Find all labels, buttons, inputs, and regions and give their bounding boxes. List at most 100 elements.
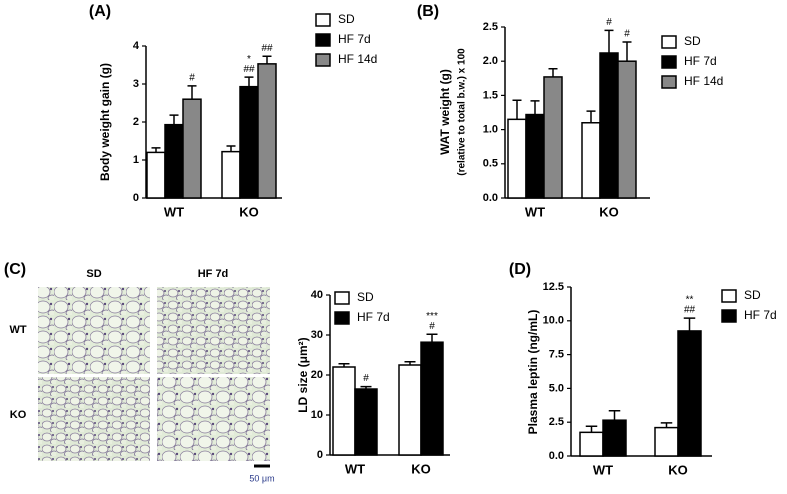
bar (599, 52, 619, 199)
bar (146, 151, 166, 199)
row-label: KO (10, 409, 27, 421)
y-tick-label: 0 (133, 192, 139, 204)
y-axis-label: Body weight gain (g) (98, 63, 112, 181)
annotation: *** (426, 311, 438, 322)
bar (182, 98, 202, 199)
bar (507, 118, 527, 199)
annotation: ## (684, 305, 696, 316)
y-tick-label: 2.5 (483, 21, 498, 33)
x-tick-label: WT (593, 462, 613, 477)
error-bar (512, 99, 522, 120)
y-tick-label: 12.5 (543, 281, 564, 293)
annotation: ## (243, 64, 255, 75)
legend-swatch (334, 311, 350, 325)
legend-swatch (661, 75, 677, 89)
y-tick-label: 5.0 (549, 382, 564, 394)
micrograph (38, 377, 150, 461)
bar (525, 113, 545, 199)
bar (354, 388, 378, 456)
error-bar (404, 361, 416, 365)
y-axis-label: Plasma leptin (ng/mL) (526, 310, 540, 435)
x-tick-label: KO (599, 204, 619, 219)
annotation: # (624, 29, 630, 40)
error-bar (660, 422, 673, 428)
bar (257, 63, 277, 199)
annotation: # (189, 73, 195, 84)
panel-title: (C) (4, 261, 26, 278)
y-tick-label: 30 (311, 329, 323, 341)
legend-label: HF 7d (357, 310, 390, 324)
scale-bar-label: 50 μm (249, 473, 274, 483)
y-tick-label: 2 (133, 116, 139, 128)
legend-label: HF 14d (338, 52, 377, 66)
histology: SD HF 7d WT KO 50 μm (9, 268, 274, 483)
y-tick-label: 4 (133, 40, 140, 52)
bar (602, 419, 627, 457)
y-axis-label: LD size (μm²) (296, 337, 310, 412)
error-bar (530, 100, 540, 115)
legend-swatch (661, 55, 677, 69)
error-bar (548, 67, 558, 77)
bar (654, 426, 679, 457)
error-bar (187, 85, 197, 100)
micrograph (38, 287, 150, 374)
legend-swatch (315, 53, 331, 67)
row-label: WT (9, 324, 26, 336)
bar (677, 330, 702, 457)
bar (579, 431, 604, 457)
legend-label: SD (357, 290, 374, 304)
column-label: SD (86, 268, 101, 280)
error-bar (586, 110, 596, 123)
legend-swatch (721, 309, 737, 323)
legend-label: HF 7d (684, 54, 717, 68)
error-bar (169, 114, 179, 125)
annotation: ** (686, 295, 694, 306)
annotation: # (606, 17, 612, 28)
y-tick-label: 10.0 (543, 315, 564, 327)
y-tick-label: 0.5 (483, 158, 498, 170)
bar (420, 341, 444, 456)
error-bar (604, 29, 614, 53)
x-tick-label: WT (164, 204, 184, 219)
legend-swatch (315, 13, 331, 27)
x-tick-label: WT (525, 204, 545, 219)
error-bar (608, 409, 621, 421)
column-label: HF 7d (198, 268, 229, 280)
annotation: ## (261, 43, 273, 54)
legend-swatch (721, 289, 737, 303)
legend-label: HF 14d (684, 74, 723, 88)
y-tick-label: 1.5 (483, 89, 498, 101)
bar (543, 76, 563, 199)
bar (332, 366, 356, 456)
legend-label: HF 7d (338, 32, 371, 46)
bar (398, 364, 422, 456)
bar (239, 85, 259, 199)
panel-title: (B) (417, 3, 439, 20)
x-tick-label: WT (345, 461, 365, 476)
error-bar (226, 145, 236, 152)
y-tick-label: 0 (317, 449, 323, 461)
error-bar (585, 425, 598, 433)
micrograph (157, 377, 270, 461)
micrograph (157, 287, 270, 374)
legend-label: SD (684, 34, 701, 48)
error-bar (683, 317, 696, 331)
panel-title: (A) (89, 3, 111, 20)
y-tick-label: 3 (133, 78, 139, 90)
y-tick-label: 2.5 (549, 416, 564, 428)
y-axis-label: WAT weight (g) (438, 69, 452, 155)
legend-label: SD (338, 12, 355, 26)
legend-label: HF 7d (744, 308, 777, 322)
y-tick-label: 0.0 (483, 192, 498, 204)
legend-swatch (315, 33, 331, 47)
bar (164, 123, 184, 199)
y-tick-label: 40 (311, 289, 323, 301)
error-bar (360, 385, 372, 389)
bar (581, 122, 601, 199)
legend-label: SD (744, 288, 761, 302)
x-tick-label: KO (239, 204, 259, 219)
x-tick-label: KO (668, 462, 688, 477)
error-bar (426, 333, 438, 343)
panel-title: (D) (509, 261, 531, 278)
